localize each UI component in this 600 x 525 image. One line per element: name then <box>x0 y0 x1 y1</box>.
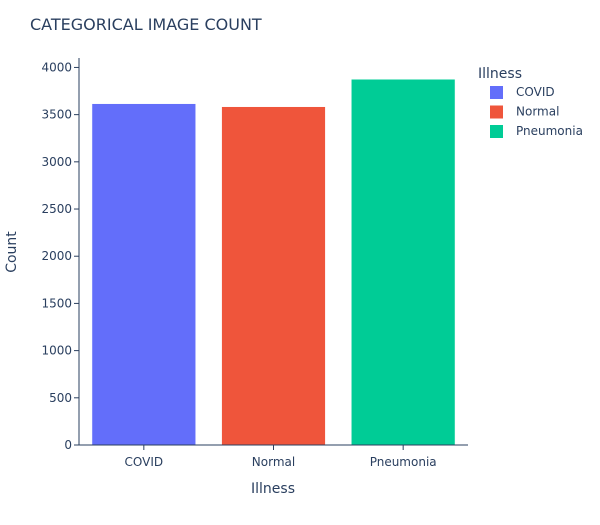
x-tick-label: COVID <box>125 455 164 469</box>
legend-item-covid[interactable]: COVID <box>490 85 555 99</box>
x-tick-label: Normal <box>252 455 295 469</box>
legend-swatch <box>490 105 503 119</box>
legend-label: Normal <box>516 105 559 119</box>
x-tick-label: Pneumonia <box>370 455 437 469</box>
y-axis-ticks: 0 500 1000 1500 2000 2500 3000 3500 4000 <box>41 60 79 452</box>
x-axis-ticks: COVID Normal Pneumonia <box>125 445 437 469</box>
y-tick-label: 3500 <box>41 108 72 122</box>
legend[interactable]: COVID Normal Pneumonia <box>490 85 583 138</box>
bar-normal[interactable] <box>221 106 326 446</box>
bars-group <box>91 78 456 446</box>
x-axis-title: Illness <box>251 481 295 497</box>
y-tick-label: 4000 <box>41 60 72 74</box>
legend-title: Illness <box>478 66 522 82</box>
y-tick-label: 500 <box>49 391 72 405</box>
legend-label: COVID <box>516 85 555 99</box>
legend-swatch <box>490 125 503 138</box>
y-tick-label: 1000 <box>41 344 72 358</box>
y-tick-label: 2000 <box>41 249 72 263</box>
y-tick-label: 2500 <box>41 202 72 216</box>
legend-item-pneumonia[interactable]: Pneumonia <box>490 124 583 138</box>
y-tick-label: 3000 <box>41 155 72 169</box>
bar-pneumonia[interactable] <box>351 78 456 446</box>
chart-title: CATEGORICAL IMAGE COUNT <box>30 15 262 34</box>
legend-item-normal[interactable]: Normal <box>490 105 559 119</box>
legend-swatch <box>490 86 503 99</box>
bar-covid[interactable] <box>91 103 196 446</box>
legend-label: Pneumonia <box>516 124 583 138</box>
y-tick-label: 1500 <box>41 296 72 310</box>
y-axis-title: Count <box>4 231 20 273</box>
y-tick-label: 0 <box>64 438 72 452</box>
